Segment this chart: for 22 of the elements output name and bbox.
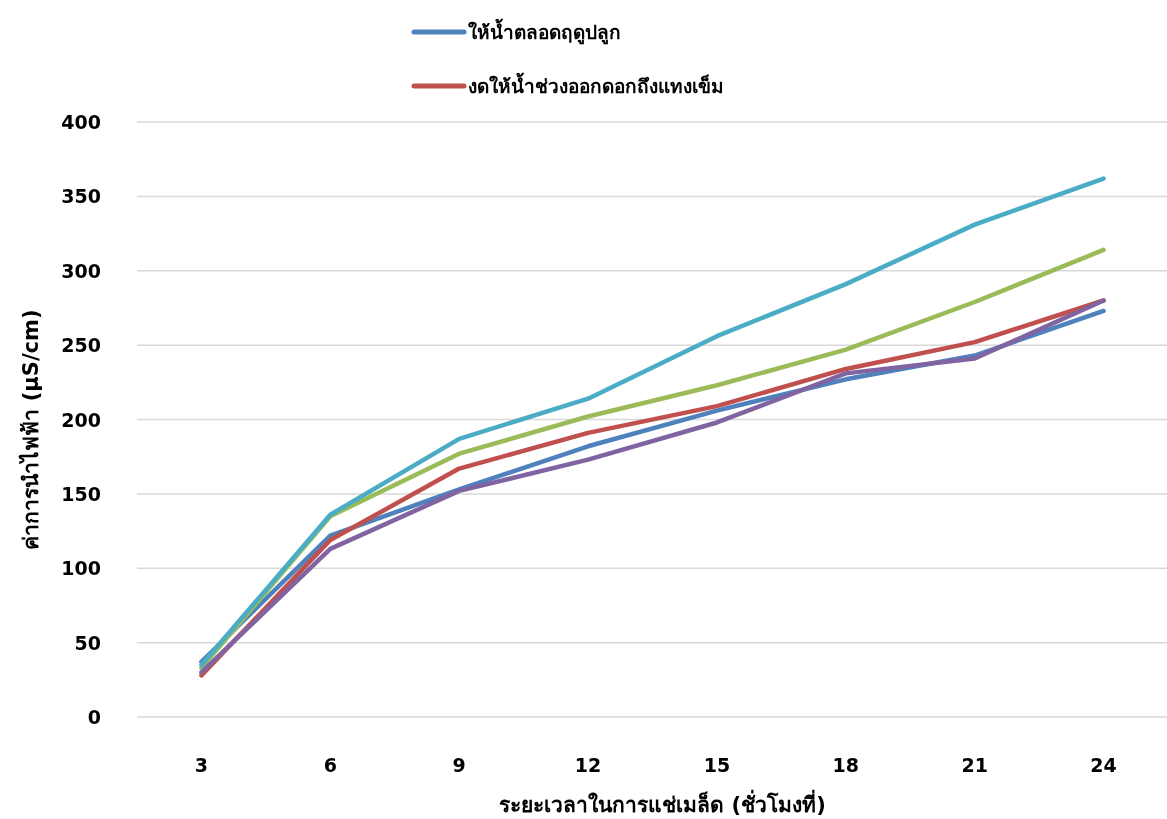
y-tick-label: 150: [61, 482, 101, 505]
y-tick-label: 350: [61, 185, 101, 208]
grid: 0 50 100 150 200 250 300 350 400 3 6 9 12 15 18 21 24: [61, 111, 1167, 776]
y-tick-label: 0: [87, 706, 101, 728]
x-axis-title: ระยะเวลาในการแช่เมล็ด (ชั่วโมงที่): [499, 789, 826, 817]
legend-label: ให้น้ำตลอดฤดูปลูก: [468, 18, 621, 45]
x-tick-label: 15: [703, 754, 731, 776]
x-tick-label: 24: [1090, 754, 1117, 776]
y-tick-label: 200: [61, 408, 101, 431]
y-axis-title: ค่าการนำไฟฟ้า (µS/cm): [18, 309, 43, 550]
x-tick-label: 9: [452, 754, 466, 776]
x-tick-label: 6: [323, 754, 337, 776]
x-tick-label: 18: [832, 754, 860, 776]
x-tick-label: 21: [961, 754, 988, 776]
y-tick-label: 300: [61, 259, 101, 282]
y-tick-label: 100: [61, 557, 101, 580]
x-tick-label: 3: [194, 754, 209, 776]
y-tick-label: 250: [61, 334, 101, 357]
x-tick-label: 12: [574, 754, 602, 776]
y-tick-label: 400: [61, 111, 101, 133]
legend-label: งดให้น้ำช่วงออกดอกถึงแทงเข็ม: [468, 72, 724, 97]
y-tick-label: 50: [74, 631, 101, 654]
